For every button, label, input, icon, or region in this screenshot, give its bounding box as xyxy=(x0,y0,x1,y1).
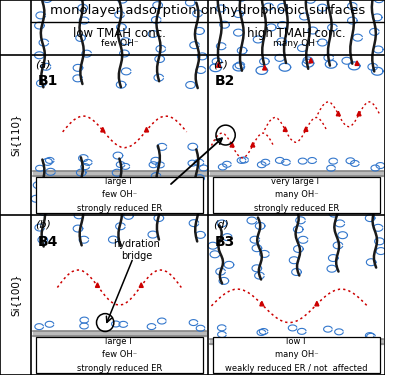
Text: B3: B3 xyxy=(215,234,235,248)
Text: large Γ
few OH⁻
strongly reduced ER: large Γ few OH⁻ strongly reduced ER xyxy=(77,177,162,213)
Polygon shape xyxy=(309,58,313,63)
Text: (d): (d) xyxy=(213,220,228,230)
Bar xyxy=(208,215,385,375)
Text: hydration
bridge: hydration bridge xyxy=(114,239,160,261)
Text: B2: B2 xyxy=(215,75,235,89)
Polygon shape xyxy=(315,301,319,306)
Bar xyxy=(31,55,208,215)
Bar xyxy=(208,55,385,215)
FancyBboxPatch shape xyxy=(36,337,203,373)
Polygon shape xyxy=(260,301,264,306)
Polygon shape xyxy=(355,61,359,65)
Text: low TMAH conc.: low TMAH conc. xyxy=(73,27,166,40)
Polygon shape xyxy=(216,63,220,67)
Polygon shape xyxy=(263,66,267,70)
Text: very large Γ
many OH⁻
strongly reduced ER: very large Γ many OH⁻ strongly reduced E… xyxy=(254,177,339,213)
Polygon shape xyxy=(144,127,148,132)
Text: few OH⁻: few OH⁻ xyxy=(100,39,138,48)
Polygon shape xyxy=(139,283,143,287)
FancyBboxPatch shape xyxy=(36,177,203,213)
Text: B4: B4 xyxy=(38,234,58,248)
Bar xyxy=(31,215,208,375)
Polygon shape xyxy=(336,111,340,116)
Text: large Γ
few OH⁻
strongly reduced ER: large Γ few OH⁻ strongly reduced ER xyxy=(77,337,162,372)
Text: many OH⁻: many OH⁻ xyxy=(273,39,320,48)
Text: monolayer adsorption on hydrophobic surfaces: monolayer adsorption on hydrophobic surf… xyxy=(50,5,366,17)
Polygon shape xyxy=(283,127,287,131)
Text: low Γ
many OH⁻
weakly reduced ER / not  affected: low Γ many OH⁻ weakly reduced ER / not a… xyxy=(225,337,368,372)
FancyBboxPatch shape xyxy=(213,337,380,373)
Text: B1: B1 xyxy=(38,75,58,89)
Polygon shape xyxy=(230,143,234,147)
Text: high TMAH conc.: high TMAH conc. xyxy=(247,27,346,40)
Text: (c): (c) xyxy=(213,60,228,70)
Text: Si{110}: Si{110} xyxy=(10,113,20,156)
Text: (a): (a) xyxy=(36,60,51,70)
Polygon shape xyxy=(96,283,100,287)
Polygon shape xyxy=(304,127,308,131)
Polygon shape xyxy=(101,127,105,132)
Polygon shape xyxy=(251,143,255,147)
Polygon shape xyxy=(357,111,361,116)
Text: (b): (b) xyxy=(36,220,52,230)
FancyBboxPatch shape xyxy=(213,177,380,213)
Text: Si{100}: Si{100} xyxy=(10,273,20,316)
